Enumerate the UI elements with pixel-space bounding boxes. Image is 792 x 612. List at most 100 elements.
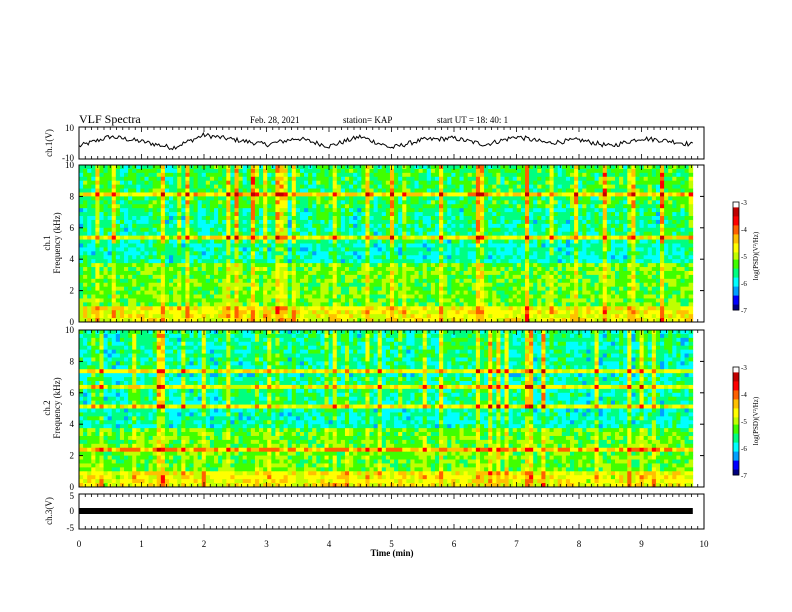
ch1-colorbar-swatch (733, 295, 739, 298)
ch1-colorbar-swatch (733, 281, 739, 284)
ch2-colorbar-swatch (733, 473, 739, 476)
ch1-waveform-ylabel: ch.1(V) (44, 129, 54, 157)
ch1-colorbar-swatch (733, 272, 739, 275)
station-label: station= KAP (343, 115, 392, 125)
ch1-spec-ytick: 0 (70, 317, 75, 327)
ch1-colorbar-swatch (733, 275, 739, 279)
xaxis-tick-label: 5 (389, 539, 394, 549)
ch2-colorbar-tick: -5 (741, 418, 747, 426)
ch1-colorbar-swatch (733, 250, 739, 253)
ch2-colorbar-swatch (733, 388, 739, 391)
ch1-colorbar-tick: -7 (741, 307, 747, 315)
ch1-colorbar-swatch (733, 218, 739, 221)
ch1-colorbar-swatch (733, 290, 739, 293)
xaxis-tick-label: 7 (514, 539, 519, 549)
ch1-colorbar-swatch (733, 256, 739, 259)
ch1-colorbar-swatch (733, 299, 739, 302)
ch1-colorbar-swatch (733, 308, 739, 311)
ch1-spec-ytick: 10 (65, 160, 75, 170)
ch2-colorbar-swatch (733, 431, 739, 435)
ch1-colorbar-swatch (733, 283, 739, 286)
ch2-colorbar-swatch (733, 437, 739, 440)
ch2-colorbar-swatch (733, 390, 739, 393)
ch1-colorbar-swatch (733, 205, 739, 208)
ch1-colorbar: -3 -4 -5 -6 -7 log(PSD)(V²/Hz) (732, 199, 760, 315)
ch1-colorbar-swatch (733, 209, 739, 212)
ch1-colorbar-tick: -3 (741, 199, 747, 207)
ch1-colorbar-swatch (733, 238, 739, 241)
ch1-colorbar-swatch (733, 202, 739, 205)
ch2-colorbar-swatch (733, 406, 739, 409)
ch1-colorbar-swatch (733, 245, 739, 248)
ch1-colorbar-swatch (733, 239, 739, 243)
ch2-colorbar-swatch (733, 469, 739, 472)
ch1-colorbar-swatch (733, 216, 739, 219)
ch2-colorbar-swatch (733, 394, 739, 397)
ch2-colorbar-swatch (733, 467, 739, 471)
ch1-colorbar-swatch (733, 268, 739, 271)
ch1-colorbar-swatch (733, 263, 739, 266)
ch2-colorbar-swatch (733, 395, 739, 399)
ch2-colorbar-swatch (733, 457, 739, 460)
ch2-colorbar-swatch (733, 385, 739, 388)
ch2-colorbar-label: log(PSD)(V²/Hz) (752, 396, 760, 445)
ch2-colorbar-swatch (733, 367, 739, 370)
ch2-colorbar-swatch (733, 455, 739, 458)
ch1-waveform-panel: 10 -10 ch.1(V) (44, 123, 705, 163)
ch1-colorbar-swatch (733, 270, 739, 273)
ch2-colorbar-swatch (733, 377, 739, 381)
ch2-colorbar-swatch (733, 372, 739, 375)
ch1-ytick-bottom: -10 (62, 153, 74, 163)
ch2-colorbar-swatch (733, 466, 739, 469)
ch1-colorbar-swatch (733, 211, 739, 214)
ch1-colorbar-swatch (733, 286, 739, 289)
ch2-colorbar-swatch (733, 370, 739, 373)
ch3-waveform-panel: 5 0 -5 ch.3(V) (44, 491, 705, 533)
ch1-colorbar-swatch (733, 223, 739, 226)
ch2-spec-ytick: 6 (70, 388, 75, 398)
ch1-colorbar-swatch (733, 225, 739, 228)
ch2-colorbar-swatch (733, 435, 739, 438)
ch1-colorbar-swatch (733, 301, 739, 304)
ch2-colorbar-swatch (733, 413, 739, 417)
ch1-colorbar-swatch (733, 234, 739, 237)
ch1-colorbar-swatch (733, 247, 739, 250)
ch2-colorbar-swatch (733, 379, 739, 382)
ch1-spec-ytick: 6 (70, 223, 75, 233)
ch1-colorbar-swatch (733, 243, 739, 246)
ch1-colorbar-swatch (733, 252, 739, 255)
ch2-colorbar-swatch (733, 442, 739, 445)
ch1-colorbar-swatch (733, 232, 739, 235)
ch1-colorbar-swatch (733, 230, 739, 234)
ch2-colorbar-swatch (733, 440, 739, 444)
ch2-colorbar-swatch (733, 448, 739, 451)
ch2-spectrogram-ylabel-channel: ch.2 (42, 400, 52, 415)
ch1-colorbar-swatch (733, 259, 739, 262)
ch2-colorbar-swatch (733, 439, 739, 442)
ch1-colorbar-label: log(PSD)(V²/Hz) (752, 231, 760, 280)
ch1-colorbar-swatch (733, 297, 739, 300)
date-label: Feb. 28, 2021 (250, 115, 300, 125)
xaxis-tick-label: 6 (452, 539, 457, 549)
xaxis-tick-label: 1 (139, 539, 144, 549)
ch2-colorbar-swatch (733, 433, 739, 436)
ch3-ytick-bottom: -5 (67, 523, 75, 533)
xaxis-tick-label: 2 (202, 539, 207, 549)
ch1-colorbar-swatch (733, 241, 739, 244)
ch2-colorbar-swatch (733, 410, 739, 413)
xaxis-tick-label: 8 (577, 539, 582, 549)
ch1-colorbar-swatch (733, 214, 739, 217)
ch1-colorbar-swatch (733, 221, 739, 225)
ch2-colorbar-swatch (733, 415, 739, 418)
ch1-colorbar-swatch (733, 293, 739, 297)
ch1-trace (78, 131, 694, 151)
ch1-colorbar-tick: -5 (741, 253, 747, 261)
ch1-spec-ytick: 4 (70, 254, 75, 264)
ch2-colorbar-swatch (733, 444, 739, 447)
ch2-colorbar-swatch (733, 374, 739, 377)
ch2-spec-ytick: 2 (70, 451, 75, 461)
ch1-colorbar-swatch (733, 288, 739, 291)
ch1-colorbar-swatch (733, 261, 739, 264)
ch1-ytick-top: 10 (65, 123, 75, 133)
ch1-spec-ytick: 8 (70, 191, 75, 201)
